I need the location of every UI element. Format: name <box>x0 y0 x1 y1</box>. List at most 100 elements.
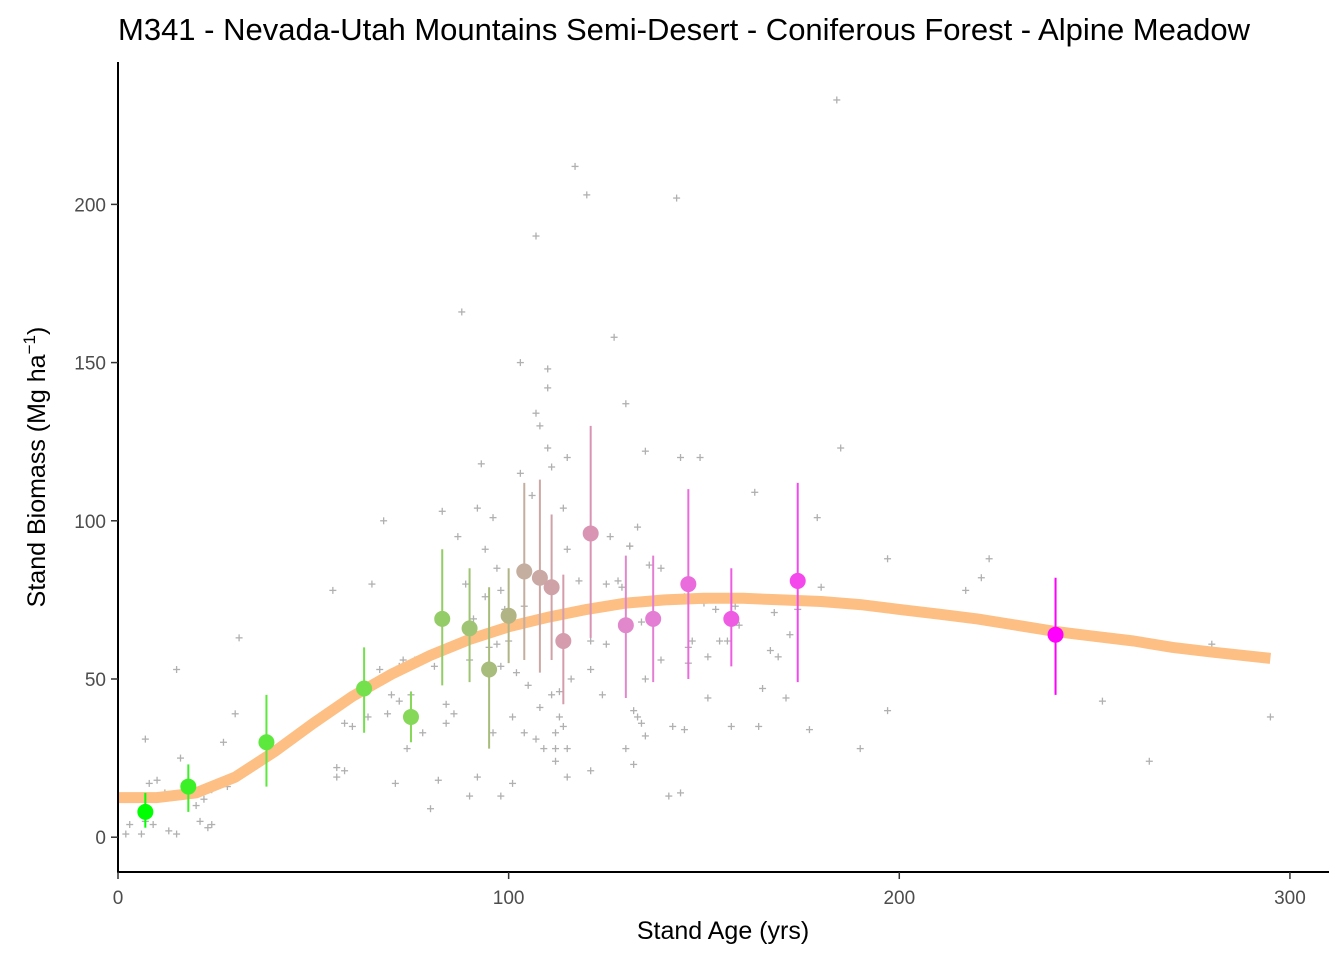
raw-point-86 <box>532 409 540 417</box>
raw-point-116 <box>602 640 610 648</box>
mean-point-1 <box>180 778 197 795</box>
raw-point-17 <box>200 795 208 803</box>
mean-point-8 <box>500 607 517 624</box>
raw-point-71 <box>497 586 505 594</box>
raw-point-69 <box>493 564 501 572</box>
raw-point-147 <box>696 454 704 462</box>
raw-point-42 <box>403 745 411 753</box>
raw-point-176 <box>985 555 993 563</box>
raw-point-129 <box>637 618 645 626</box>
y-axis-title: Stand Biomass (Mg ha−1) <box>20 327 51 608</box>
raw-point-97 <box>552 729 560 737</box>
raw-point-99 <box>555 688 563 696</box>
raw-point-85 <box>532 232 540 240</box>
raw-point-106 <box>563 545 571 553</box>
raw-point-78 <box>512 669 520 677</box>
raw-point-149 <box>704 694 712 702</box>
raw-point-131 <box>641 675 649 683</box>
raw-point-152 <box>716 637 724 645</box>
raw-point-113 <box>587 767 595 775</box>
y-axis-title-superscript: −1 <box>20 335 39 354</box>
raw-point-16 <box>196 817 204 825</box>
y-axis-title-main: Stand Biomass (Mg ha <box>23 354 51 607</box>
raw-point-101 <box>559 504 567 512</box>
raw-point-173 <box>884 707 892 715</box>
x-axis-ticks: 0 100 200 300 <box>113 872 1306 909</box>
raw-point-27 <box>333 773 341 781</box>
raw-point-58 <box>466 792 474 800</box>
raw-point-138 <box>669 722 677 730</box>
raw-point-102 <box>559 722 567 730</box>
raw-point-19 <box>208 821 216 829</box>
raw-point-155 <box>731 602 739 610</box>
raw-point-177 <box>1098 697 1106 705</box>
raw-point-11 <box>173 666 181 673</box>
mean-point-2 <box>258 734 275 751</box>
raw-point-32 <box>364 713 372 721</box>
mean-point-12 <box>555 633 572 650</box>
raw-point-15 <box>192 802 200 810</box>
chart-title: M341 - Nevada-Utah Mountains Semi-Desert… <box>118 12 1251 47</box>
mean-point-11 <box>543 579 560 596</box>
raw-point-91 <box>544 365 552 373</box>
y-tick-label-4: 200 <box>74 195 106 216</box>
y-tick-label-0: 0 <box>95 828 106 849</box>
raw-point-98 <box>552 757 560 765</box>
raw-point-163 <box>782 694 790 702</box>
raw-point-122 <box>622 745 630 753</box>
raw-point-39 <box>395 697 403 705</box>
raw-point-33 <box>368 580 376 588</box>
raw-point-63 <box>477 460 485 468</box>
raw-point-127 <box>634 523 642 531</box>
raw-point-114 <box>598 691 606 699</box>
raw-point-160 <box>766 647 774 655</box>
raw-point-93 <box>544 384 552 392</box>
raw-point-10 <box>173 830 181 838</box>
raw-point-154 <box>727 722 735 730</box>
raw-point-105 <box>563 773 571 781</box>
raw-point-5 <box>145 779 153 787</box>
raw-point-73 <box>497 792 505 800</box>
raw-point-51 <box>442 700 450 708</box>
raw-point-34 <box>376 666 384 673</box>
raw-point-26 <box>333 764 341 772</box>
raw-point-55 <box>454 533 462 541</box>
raw-point-79 <box>516 359 524 367</box>
raw-point-128 <box>634 713 642 721</box>
raw-point-134 <box>645 561 653 569</box>
raw-point-28 <box>341 767 349 775</box>
raw-point-178 <box>1145 757 1153 765</box>
raw-point-125 <box>630 707 638 715</box>
raw-point-156 <box>735 621 743 629</box>
raw-point-104 <box>563 745 571 753</box>
x-tick-label-1: 100 <box>493 888 525 909</box>
fit-line <box>118 592 1271 804</box>
raw-point-60 <box>469 615 477 623</box>
raw-point-38 <box>391 779 399 787</box>
mean-point-0 <box>137 803 154 820</box>
raw-point-108 <box>571 162 579 170</box>
raw-point-21 <box>219 738 227 746</box>
raw-point-135 <box>657 564 665 572</box>
raw-point-23 <box>231 710 239 718</box>
mean-point-5 <box>434 610 451 627</box>
raw-point-169 <box>833 96 841 104</box>
raw-observations <box>122 96 1274 838</box>
raw-point-25 <box>329 586 337 594</box>
raw-point-6 <box>149 821 157 829</box>
mean-point-18 <box>789 572 806 589</box>
raw-point-83 <box>524 681 532 689</box>
mean-point-16 <box>680 576 697 593</box>
raw-point-130 <box>637 719 645 727</box>
raw-point-9 <box>165 827 173 835</box>
raw-point-72 <box>497 662 505 670</box>
raw-point-35 <box>380 517 388 525</box>
raw-point-100 <box>555 713 563 721</box>
raw-point-87 <box>532 735 540 743</box>
raw-point-111 <box>587 637 595 645</box>
raw-point-12 <box>177 754 185 762</box>
raw-point-7 <box>153 776 161 784</box>
raw-point-126 <box>630 760 638 768</box>
mean-point-3 <box>356 680 373 697</box>
raw-point-49 <box>434 776 442 784</box>
